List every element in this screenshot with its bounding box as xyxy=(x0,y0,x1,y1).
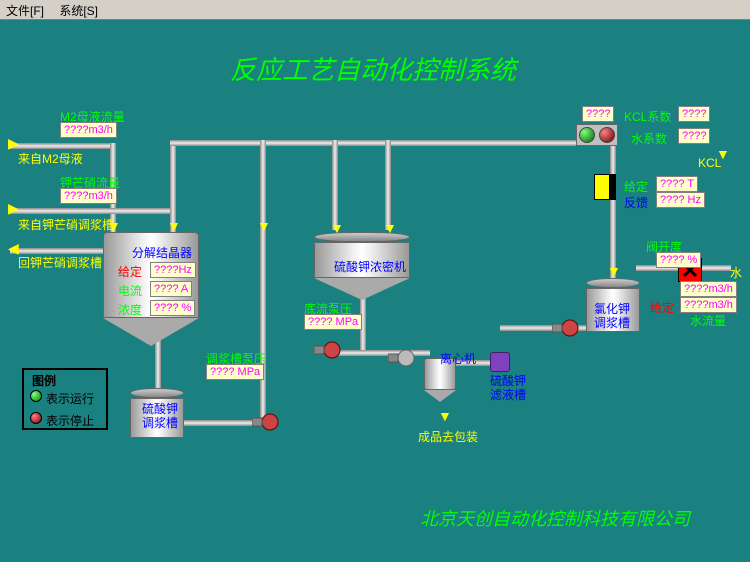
value-display: ????m3/h xyxy=(60,188,117,204)
pump xyxy=(314,340,342,360)
diagram-label: 调浆槽 xyxy=(594,314,630,331)
pipe xyxy=(385,140,391,230)
diagram-label: 来自钾芒硝调浆槽 xyxy=(18,216,114,233)
value-display: ????m3/h xyxy=(680,297,737,313)
diagram-label: 水流量 xyxy=(690,312,726,329)
value-display: ???? xyxy=(678,106,710,122)
legend-stop-icon xyxy=(30,412,42,424)
diagram-label: 水 xyxy=(730,264,742,281)
flow-arrow: ▼ xyxy=(257,220,271,236)
value-display: ????m3/h xyxy=(680,281,737,297)
diagram-label: 回钾芒硝调浆槽 xyxy=(18,254,102,271)
diagram-label: 图例 xyxy=(32,372,56,389)
diagram-label: 分解结晶器 xyxy=(132,244,192,261)
value-display: ???? A xyxy=(150,281,192,297)
diagram-label: 水系数 xyxy=(631,130,667,147)
value-display: ????Hz xyxy=(150,262,196,278)
pipe xyxy=(332,140,338,230)
page-title: 反应工艺自动化控制系统 xyxy=(230,50,516,87)
pipe xyxy=(610,140,616,280)
menu-system[interactable]: 系统[S] xyxy=(59,4,98,18)
value-display: ???? Hz xyxy=(656,192,705,208)
value-display: ????m3/h xyxy=(60,122,117,138)
diagram-label: 硫酸钾浓密机 xyxy=(334,258,406,275)
value-display: ???? xyxy=(678,128,710,144)
diagram-label: 浓度 xyxy=(118,301,142,318)
vfd-icon xyxy=(594,174,616,200)
legend-run-icon xyxy=(30,390,42,402)
diagram-label: 调浆槽 xyxy=(142,414,178,431)
menubar[interactable]: 文件[F] 系统[S] xyxy=(0,0,750,20)
diagram-label: 来自M2母液 xyxy=(18,150,83,167)
flow-arrow: ▼ xyxy=(438,410,452,426)
diagram-label: 表示运行 xyxy=(46,390,94,407)
diagram-label: 电流 xyxy=(118,282,142,299)
value-display: ???? % xyxy=(150,300,195,316)
pump xyxy=(388,348,416,368)
diagram-label: 成品去包装 xyxy=(418,428,478,445)
diagram-label: 滤液槽 xyxy=(490,386,526,403)
pipe xyxy=(10,208,170,214)
diagram-label: 给定 xyxy=(118,263,142,280)
value-display: ???? T xyxy=(656,176,698,192)
value-display: ???? MPa xyxy=(304,314,362,330)
diagram-label: KCL xyxy=(698,156,721,170)
footer-text: 北京天创自动化控制科技有限公司 xyxy=(420,505,690,531)
diagram-label: 表示停止 xyxy=(46,412,94,429)
diagram-label: 给定 xyxy=(650,299,674,316)
pump xyxy=(252,412,280,432)
value-display: ???? MPa xyxy=(206,364,264,380)
indicator-panel xyxy=(576,124,618,146)
diagram-label: KCL系数 xyxy=(624,108,671,125)
value-display: ???? % xyxy=(656,252,701,268)
pump xyxy=(552,318,580,338)
menu-file[interactable]: 文件[F] xyxy=(6,4,44,18)
diagram-label: 离心机 xyxy=(440,350,476,367)
filtrate-tank xyxy=(490,352,510,372)
value-display: ???? xyxy=(582,106,614,122)
diagram-label: 反馈 xyxy=(624,194,648,211)
pipe xyxy=(10,143,110,149)
diagram-label: 给定 xyxy=(624,178,648,195)
